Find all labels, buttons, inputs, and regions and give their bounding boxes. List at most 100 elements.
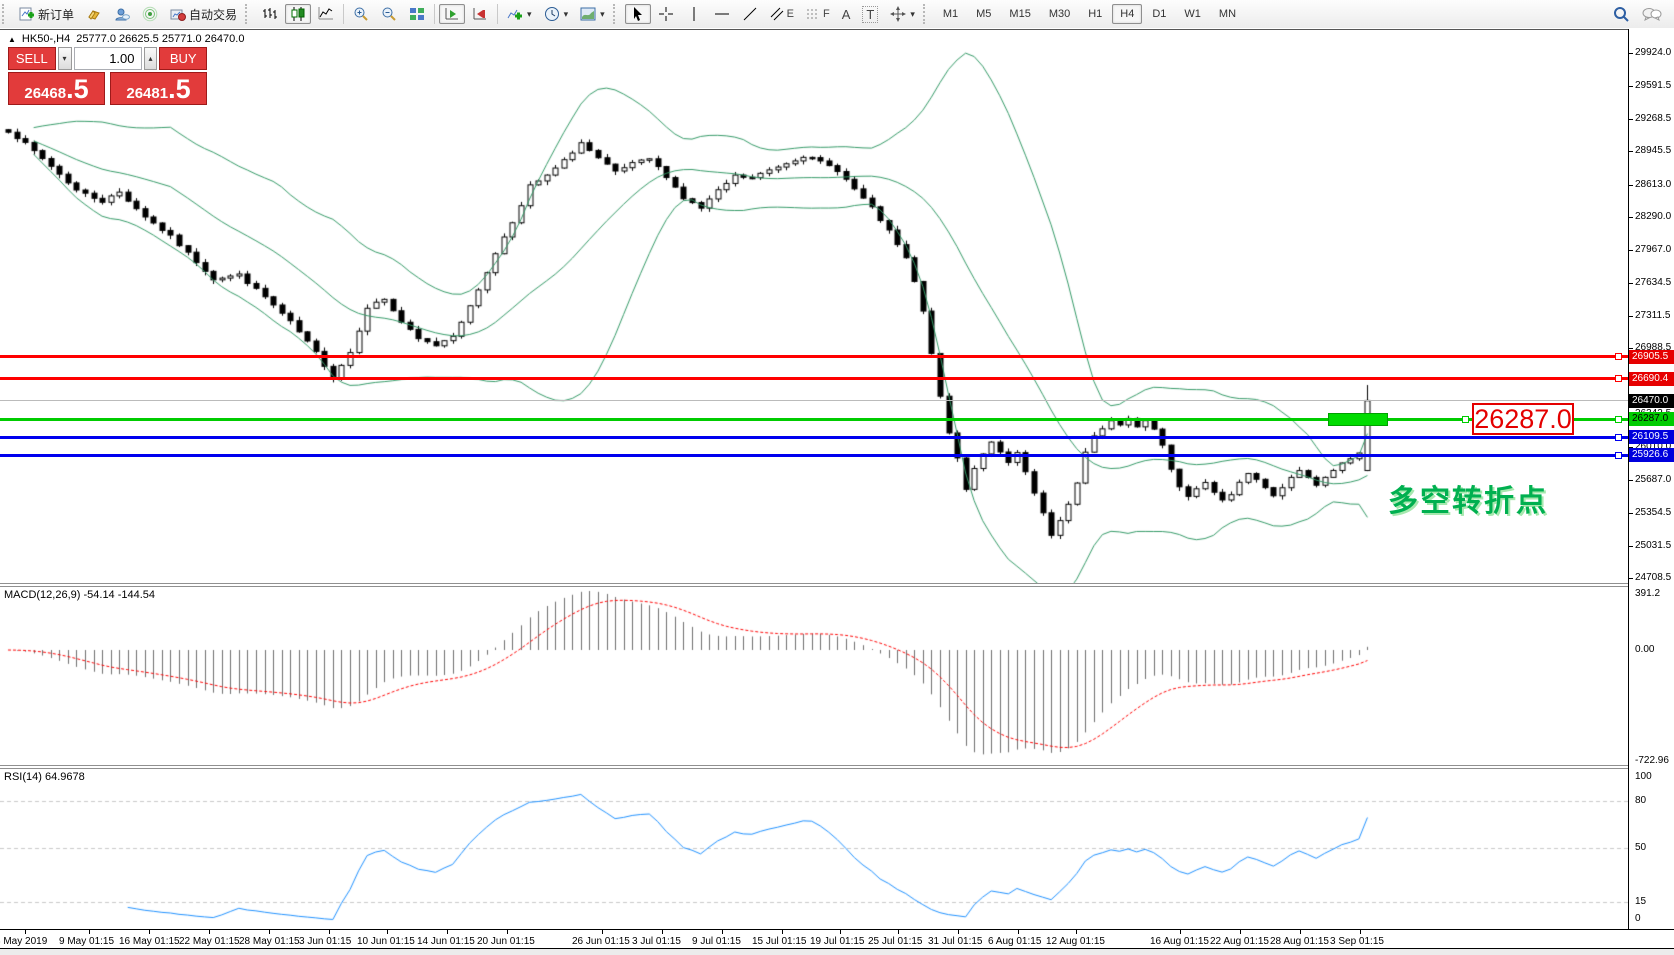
pane-separator[interactable] [0,765,1674,766]
volume-up-button[interactable]: ▴ [143,47,158,70]
price-tag-26470.0: 26470.0 [1629,393,1674,408]
price-callout-box[interactable]: 26287.0 [1472,403,1574,436]
zoom-out-icon [381,6,397,22]
symbol-period-label: HK50-,H4 [21,33,71,45]
hline-anchor-square[interactable] [1615,451,1622,459]
timeframe-w1-button[interactable]: W1 [1184,8,1201,20]
price-axis-tick: 29924.0 [1635,46,1672,58]
signals-button[interactable] [137,4,163,24]
price-axis-tick: 29591.5 [1635,80,1672,92]
chart-area[interactable]: 26287.0 多空转折点 ▲ HK50-,H4 25777.0 26625.5… [0,28,1674,955]
tile-windows-button[interactable] [404,4,430,24]
fibonacci-letter: F [822,8,830,20]
hline-anchor-square[interactable] [1615,415,1622,423]
date-axis-tick [209,930,210,934]
date-axis-tick [1180,930,1181,934]
vertical-line-button[interactable] [681,4,707,24]
new-order-button[interactable]: 新订单 [14,4,79,24]
price-chart-canvas[interactable] [0,28,1628,950]
date-axis-label: 28 May 01:15 [239,936,300,947]
horizontal-line-button[interactable] [709,4,735,24]
date-axis-label: 3 May 2019 [0,936,48,947]
hline-anchor-square[interactable] [1615,375,1622,382]
hline-26470[interactable] [0,400,1628,402]
toolbar-separator [343,4,345,24]
timeframe-d1-button[interactable]: D1 [1152,8,1167,20]
hline-26690.4[interactable] [0,377,1628,380]
price-axis-border [1628,29,1629,949]
sell-button[interactable]: SELL [8,47,56,70]
callout-anchor-square[interactable] [1462,415,1469,423]
vertical-line-icon [686,6,702,22]
equidistant-channel-button[interactable]: E [765,4,799,24]
crosshair-button[interactable] [653,4,679,24]
timeframe-m5-button[interactable]: M5 [976,8,992,20]
chat-button[interactable] [1637,4,1667,24]
search-button[interactable] [1608,4,1635,24]
pane-separator[interactable] [0,586,1674,587]
price-axis-tick: 25354.5 [1635,507,1672,519]
zoom-out-button[interactable] [376,4,402,24]
date-axis-tick [722,930,723,934]
candlestick-button[interactable] [285,4,312,24]
price-axis-tick: 25687.0 [1635,473,1672,485]
timeframe-h4-button[interactable]: H4 [1112,4,1143,24]
rsi-axis-label: 15 [1635,895,1647,907]
timeframe-h1-button[interactable]: H1 [1088,8,1103,20]
date-axis-label: 28 Aug 01:15 [1270,936,1329,947]
buy-price-main: 26481 [126,85,169,102]
bar-chart-icon [262,6,278,22]
date-axis-label: 12 Aug 01:15 [1046,936,1105,947]
sell-price-button[interactable]: 26468 .5 [8,72,105,105]
tile-windows-icon [409,6,425,22]
hline-25926.6[interactable] [0,453,1628,457]
periods-button[interactable]: ▾ [539,4,574,24]
price-axis[interactable]: 29924.0 29591.5 29268.5 28945.5 28613.0 28290… [1629,28,1674,950]
timeframe-m1-button[interactable]: M1 [942,8,959,20]
zoom-in-button[interactable] [348,4,374,24]
hline-anchor-square[interactable] [1615,353,1622,361]
hline-26109.5[interactable] [0,435,1628,439]
templates-button[interactable]: ▾ [575,4,610,24]
community-button[interactable] [109,4,135,24]
hline-26287[interactable] [0,417,1628,421]
pane-separator[interactable] [0,768,1674,769]
buy-price-button[interactable]: 26481 .5 [110,72,207,105]
green-highlight-rect[interactable] [1328,412,1388,426]
text-button[interactable]: A [837,4,856,24]
date-axis-tick [602,930,603,934]
indicators-button[interactable]: ▾ [502,4,537,24]
fibonacci-button[interactable]: F [801,4,835,24]
one-click-trading-panel: SELL ▾ ▴ BUY 26468 .5 26481 .5 [8,47,207,105]
date-axis-tick [89,930,90,934]
hline-anchor-square[interactable] [1615,433,1622,441]
buy-button[interactable]: BUY [159,47,207,70]
trendline-button[interactable] [737,4,763,24]
auto-trading-button[interactable]: 自动交易 [165,4,242,24]
turning-point-annotation[interactable]: 多空转折点 [1388,485,1548,518]
volume-input[interactable] [73,47,142,70]
arrows-button[interactable]: ▾ [885,4,920,24]
auto-scroll-button[interactable] [439,4,466,24]
toolbar-grip [922,4,932,24]
toolbar-grip [612,4,622,24]
hline-26905.5[interactable] [0,355,1628,359]
panel-collapse-icon[interactable]: ▲ [8,34,16,44]
rsi-axis-label: 80 [1635,795,1647,806]
date-axis-tick [898,930,899,934]
pane-separator[interactable] [0,583,1674,584]
accounts-button[interactable] [81,4,107,24]
timeframe-mn-button[interactable]: MN [1218,8,1237,20]
timeframe-m15-button[interactable]: M15 [1009,8,1031,20]
line-chart-button[interactable] [313,4,339,24]
chart-shift-button[interactable] [467,4,493,24]
volume-down-button[interactable]: ▾ [57,47,72,70]
date-axis-tick [662,930,663,934]
timeframe-m30-button[interactable]: M30 [1048,8,1071,20]
label-button[interactable]: T [857,4,883,24]
chart-shift-icon [472,6,488,22]
line-chart-icon [318,6,334,22]
bar-chart-button[interactable] [257,4,283,24]
cursor-button[interactable] [624,4,651,24]
